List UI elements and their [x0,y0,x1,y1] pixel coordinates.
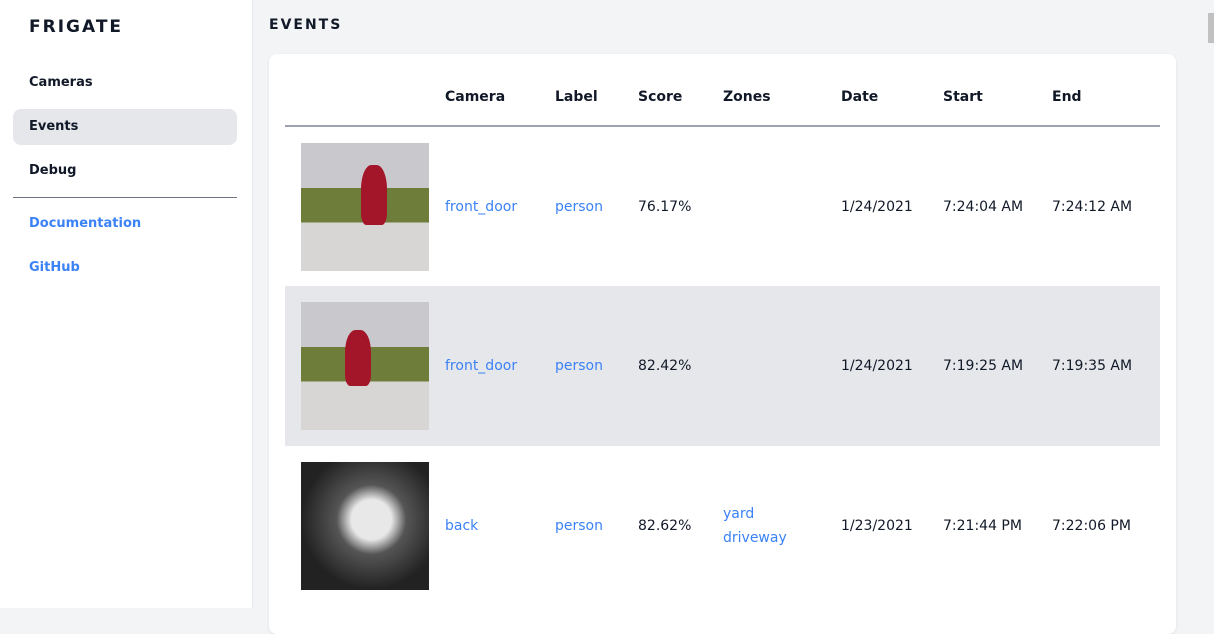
label-link[interactable]: person [555,518,603,534]
nav-github[interactable]: GitHub [29,260,80,275]
sidebar: FRIGATE Cameras Events Debug Documentati… [0,0,253,608]
table-row[interactable]: front_door person 76.17% 1/24/2021 7:24:… [285,126,1160,286]
zones [723,286,841,446]
table-row[interactable]: front_door person 82.42% 1/24/2021 7:19:… [285,286,1160,446]
events-card: Camera Label Score Zones Date Start End … [269,54,1176,634]
start-time: 7:21:44 PM [943,518,1022,534]
camera-link[interactable]: front_door [445,286,555,446]
start-time: 7:24:04 AM [943,198,1024,215]
end-time: 7:24:12 AM [1052,198,1133,215]
col-date: Date [841,54,943,127]
event-thumbnail[interactable] [301,462,429,590]
date: 1/23/2021 [841,518,913,534]
label-link[interactable]: person [555,286,638,446]
camera-link[interactable]: back [445,518,479,534]
divider [13,197,237,198]
table-row[interactable]: back person 82.62% yard driveway 1/23/202… [285,446,1160,606]
events-table: Camera Label Score Zones Date Start End … [285,54,1160,606]
scrollbar-thumb[interactable] [1208,13,1214,43]
end-time: 7:22:06 PM [1052,518,1131,534]
score: 82.62% [638,518,692,534]
start-time: 7:19:25 AM [943,286,1052,446]
col-zones: Zones [723,54,841,127]
col-score: Score [638,54,723,127]
nav-cameras[interactable]: Cameras [29,75,93,90]
label-link[interactable]: person [555,198,603,215]
col-end: End [1052,54,1160,127]
nav-documentation[interactable]: Documentation [29,216,142,231]
event-thumbnail[interactable] [301,142,429,271]
col-camera: Camera [445,54,555,127]
zones [723,126,841,286]
zone-link[interactable]: yard [723,506,755,522]
event-thumbnail[interactable] [301,302,429,430]
score: 82.42% [638,286,723,446]
nav-debug[interactable]: Debug [29,163,77,178]
col-label: Label [555,54,638,127]
col-start: Start [943,54,1052,127]
zone-link[interactable]: driveway [723,530,787,546]
page-title: EVENTS [269,17,343,33]
end-time: 7:19:35 AM [1052,286,1160,446]
table-header: Camera Label Score Zones Date Start End [285,54,1160,127]
camera-link[interactable]: front_door [445,198,518,215]
col-thumbnail [285,54,445,127]
nav-events[interactable]: Events [13,109,237,145]
scrollbar[interactable] [1206,0,1214,608]
brand-logo[interactable]: FRIGATE [29,17,124,37]
zones: yard driveway [723,446,841,606]
date: 1/24/2021 [841,198,913,215]
score: 76.17% [638,198,692,215]
date: 1/24/2021 [841,286,943,446]
